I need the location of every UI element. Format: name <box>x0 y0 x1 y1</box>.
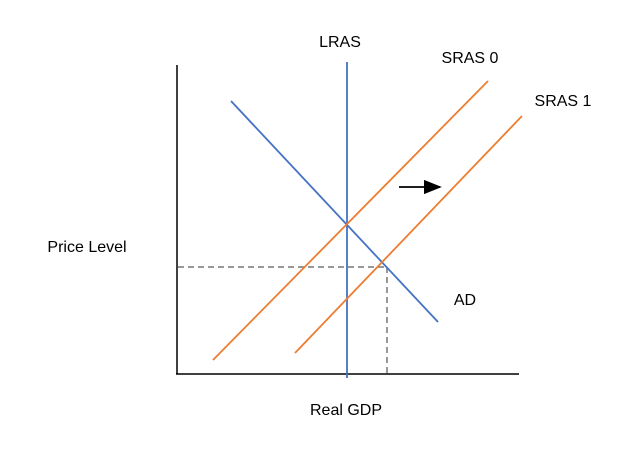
sras1-curve <box>294 115 523 354</box>
x-axis-label: Real GDP <box>310 402 382 419</box>
y-axis-label: Price Level <box>47 239 126 256</box>
sras1-label: SRAS 1 <box>535 93 592 110</box>
ad-label: AD <box>454 292 476 309</box>
lras-label: LRAS <box>319 34 361 51</box>
ad-curve <box>230 100 439 323</box>
sras0-label: SRAS 0 <box>442 50 499 67</box>
sras0-curve <box>212 80 489 361</box>
